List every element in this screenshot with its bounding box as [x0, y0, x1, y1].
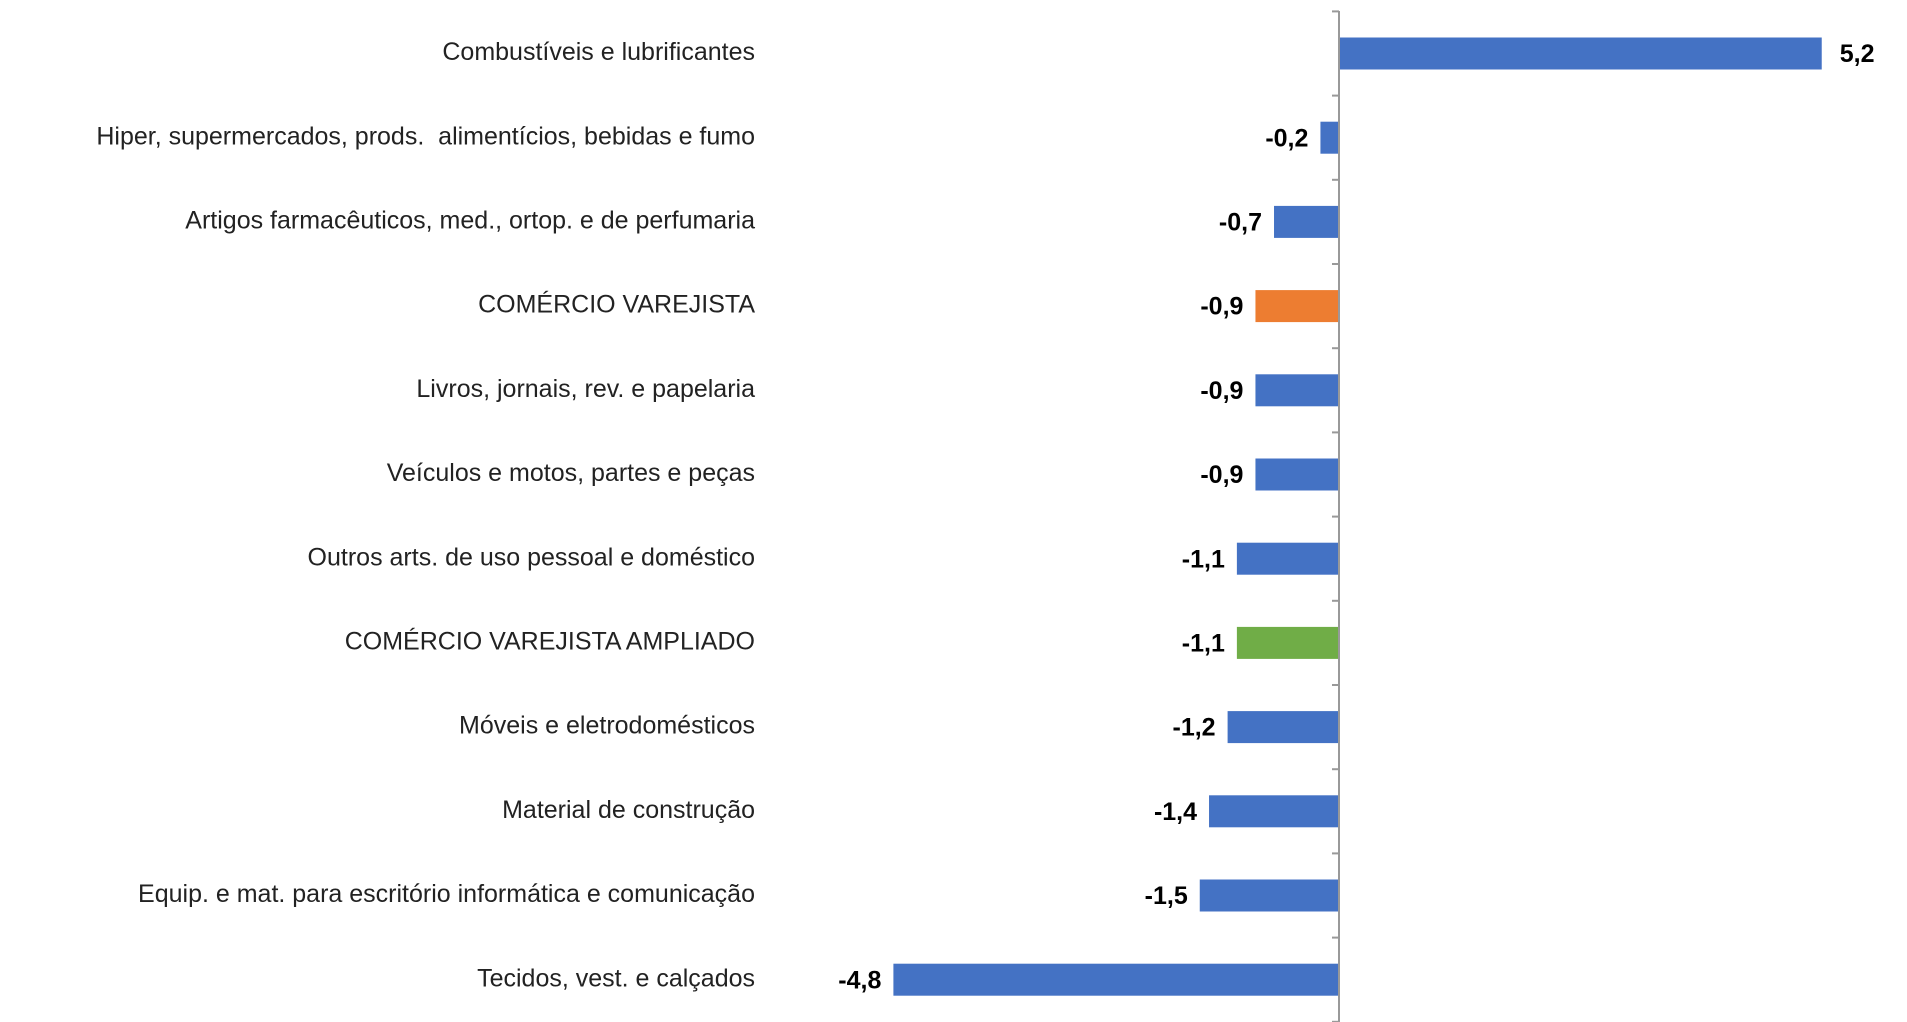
bar [1227, 711, 1339, 744]
bar [1209, 795, 1339, 828]
value-label: 5,2 [1840, 40, 1875, 68]
bar [1236, 626, 1339, 659]
bar [1236, 542, 1339, 575]
bar [1255, 458, 1339, 491]
bar [1339, 37, 1822, 70]
category-label: Hiper, supermercados, prods. alimentício… [96, 122, 755, 150]
category-label: Outros arts. de uso pessoal e doméstico [308, 543, 755, 571]
category-label: Material de construção [502, 796, 755, 824]
category-label: COMÉRCIO VAREJISTA AMPLIADO [345, 627, 755, 656]
bar [1274, 205, 1339, 238]
value-label: -0,9 [1200, 377, 1243, 405]
value-label: -1,5 [1145, 882, 1188, 910]
bar [1255, 374, 1339, 407]
value-label: -1,1 [1182, 545, 1225, 573]
value-label: -1,1 [1182, 630, 1225, 658]
category-label: Combustíveis e lubrificantes [442, 38, 755, 66]
value-label: -1,4 [1154, 798, 1197, 826]
value-label: -0,9 [1200, 293, 1243, 321]
bar [1320, 121, 1339, 154]
category-label: Equip. e mat. para escritório informátic… [138, 880, 755, 908]
value-label: -0,7 [1219, 209, 1262, 237]
value-label: -0,2 [1265, 124, 1308, 152]
value-label: -4,8 [838, 966, 881, 994]
value-label: -0,9 [1200, 461, 1243, 489]
bar [1255, 290, 1339, 323]
bar [893, 963, 1339, 996]
value-label: -1,2 [1173, 714, 1216, 742]
bar [1199, 879, 1339, 912]
category-label: COMÉRCIO VAREJISTA [478, 290, 755, 319]
category-label: Livros, jornais, rev. e papelaria [416, 375, 755, 403]
category-label: Móveis e eletrodomésticos [459, 712, 755, 740]
category-label: Artigos farmacêuticos, med., ortop. e de… [185, 207, 755, 235]
category-label: Tecidos, vest. e calçados [477, 964, 755, 992]
category-label: Veículos e motos, partes e peças [387, 459, 755, 487]
